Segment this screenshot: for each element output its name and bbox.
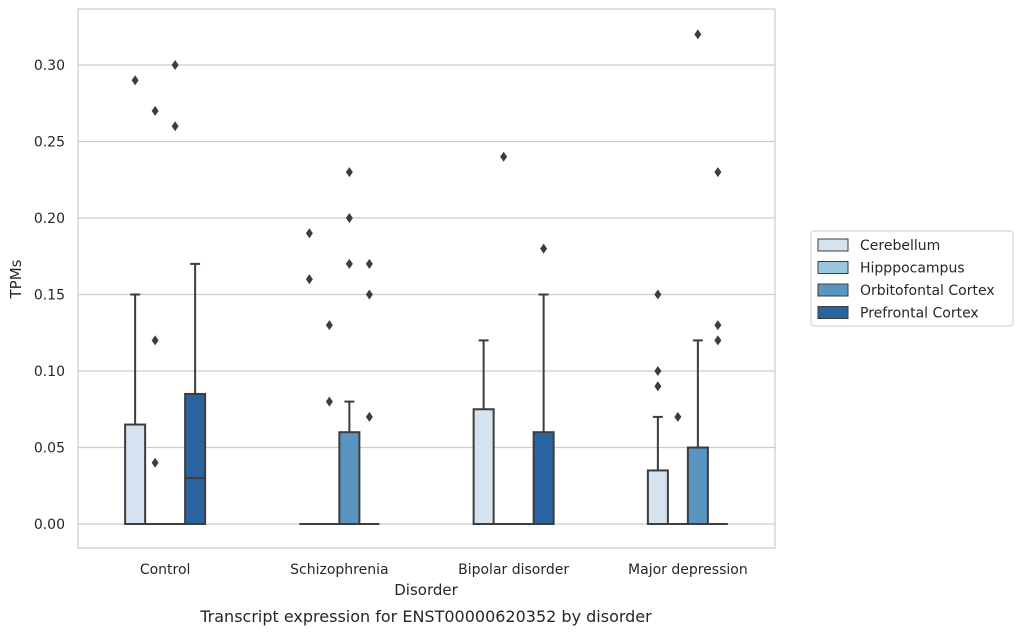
- box-group: [532, 243, 555, 526]
- outlier-point: [714, 320, 722, 331]
- x-tick-label: Control: [140, 562, 191, 578]
- legend: Cerebellum Hipppocampus Orbitofontal Corte…: [810, 230, 1014, 327]
- box-layer: [124, 29, 728, 526]
- outlier-point: [345, 213, 353, 223]
- legend-swatch: [817, 261, 849, 274]
- outlier-point: [151, 105, 159, 116]
- x-tick-label: Major depression: [628, 562, 748, 578]
- outlier-point: [500, 151, 508, 162]
- outlier-point: [345, 258, 353, 269]
- y-tick-label: 0.10: [34, 364, 65, 380]
- y-tick-label: 0.30: [34, 58, 65, 74]
- y-tick-label: 0.15: [34, 288, 65, 304]
- x-axis-title: Disorder: [394, 581, 458, 599]
- outlier-point: [654, 289, 662, 300]
- outlier-point: [131, 75, 139, 86]
- box: [124, 423, 147, 525]
- box: [184, 392, 207, 526]
- box-group: [319, 320, 340, 525]
- y-axis-title: TPMs: [7, 259, 25, 299]
- box-group: [299, 228, 320, 525]
- box-group: [472, 339, 495, 525]
- box-group: [359, 258, 380, 525]
- outlier-point: [654, 381, 662, 392]
- grid-layer: [78, 64, 775, 525]
- outlier-point: [151, 335, 159, 346]
- outlier-point: [694, 29, 702, 40]
- box-group: [124, 75, 147, 525]
- outlier-point: [171, 121, 179, 132]
- box: [646, 469, 669, 526]
- legend-swatch: [817, 306, 849, 319]
- box-group: [145, 105, 166, 525]
- box: [686, 446, 709, 525]
- axis-layer: 0.00 0.05 0.10 0.15 0.20 0.25 0.30 Control Schiz…: [34, 58, 748, 578]
- box-group: [707, 167, 728, 525]
- box: [532, 431, 555, 526]
- box-group: [686, 29, 709, 525]
- box-group: [184, 262, 207, 526]
- y-tick-label: 0.00: [34, 517, 65, 533]
- outlier-point: [674, 411, 682, 422]
- plot-frame: [77, 8, 776, 549]
- y-tick-label: 0.05: [34, 441, 65, 457]
- legend-frame: [810, 230, 1014, 327]
- outlier-point: [714, 167, 722, 178]
- box: [338, 431, 361, 526]
- legend-label: Hipppocampus: [860, 261, 965, 277]
- legend-label: Orbitofontal Cortex: [860, 283, 995, 299]
- chart-caption: Transcript expression for ENST0000062035…: [199, 607, 652, 626]
- box-group: [165, 60, 186, 525]
- x-tick-label: Bipolar disorder: [458, 562, 569, 578]
- outlier-point: [345, 167, 353, 178]
- box-group: [667, 411, 688, 525]
- outlier-point: [540, 243, 548, 254]
- y-tick-label: 0.25: [34, 135, 65, 151]
- legend-swatch: [817, 238, 849, 252]
- outlier-point: [365, 258, 373, 269]
- box: [472, 408, 495, 525]
- outlier-point: [305, 228, 313, 239]
- legend-label: Cerebellum: [860, 238, 940, 254]
- box-group: [646, 289, 669, 526]
- outlier-point: [365, 411, 373, 422]
- outlier-point: [151, 457, 159, 468]
- outlier-point: [654, 366, 662, 376]
- x-tick-label: Schizophrenia: [290, 562, 388, 578]
- outlier-point: [305, 274, 313, 285]
- outlier-point: [365, 289, 373, 300]
- box-group: [493, 151, 514, 525]
- outlier-point: [171, 60, 179, 70]
- legend-label: Prefrontal Cortex: [860, 306, 979, 322]
- y-tick-label: 0.20: [34, 211, 65, 227]
- outlier-point: [325, 396, 333, 407]
- outlier-point: [714, 335, 722, 346]
- box-group: [338, 167, 361, 526]
- legend-swatch: [817, 283, 849, 297]
- outlier-point: [325, 320, 333, 331]
